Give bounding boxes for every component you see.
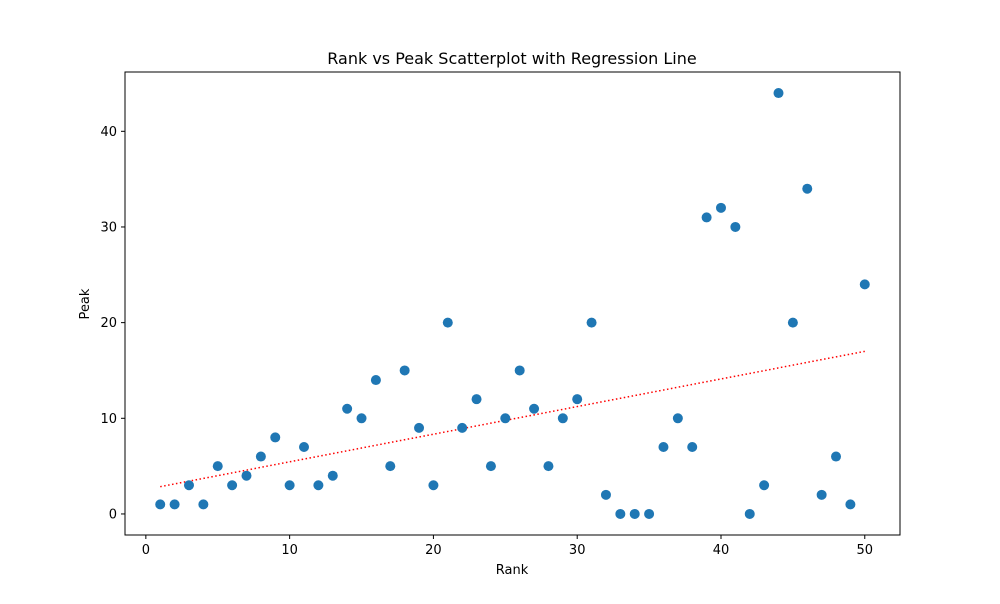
chart-title: Rank vs Peak Scatterplot with Regression… [327, 49, 696, 68]
data-point [342, 403, 353, 414]
data-point [701, 212, 712, 223]
data-point [658, 441, 669, 452]
data-point [370, 375, 381, 386]
data-point [385, 461, 396, 472]
x-tick-label: 20 [425, 543, 442, 558]
data-point [198, 499, 209, 510]
data-point [802, 183, 813, 194]
y-tick-label: 40 [100, 125, 117, 140]
data-point [183, 480, 194, 491]
data-point [255, 451, 266, 462]
data-point [543, 461, 554, 472]
data-point [399, 365, 410, 376]
x-axis-label: Rank [496, 563, 529, 578]
data-point [155, 499, 166, 510]
data-point [284, 480, 295, 491]
data-point [773, 88, 784, 99]
data-point [299, 441, 310, 452]
data-point [672, 413, 683, 424]
y-tick-label: 0 [109, 507, 117, 522]
data-point [500, 413, 511, 424]
data-point [471, 394, 482, 405]
data-point [557, 413, 568, 424]
data-point [787, 317, 798, 328]
y-tick-label: 30 [100, 220, 117, 235]
data-points [155, 88, 870, 519]
data-point [356, 413, 367, 424]
regression-line [160, 350, 865, 488]
data-point [313, 480, 324, 491]
data-point [485, 461, 496, 472]
x-axis-ticks: 0 10 20 30 40 50 [142, 535, 873, 558]
x-tick-label: 50 [856, 543, 873, 558]
data-point [845, 499, 856, 510]
data-point [572, 394, 583, 405]
data-point [442, 317, 453, 328]
data-point [644, 508, 655, 519]
data-point [212, 461, 223, 472]
data-point [227, 480, 238, 491]
data-point [816, 489, 827, 500]
data-point [687, 441, 698, 452]
x-tick-label: 30 [569, 543, 586, 558]
data-point [715, 202, 726, 213]
data-point [327, 470, 338, 481]
data-point [629, 508, 640, 519]
data-point [514, 365, 525, 376]
data-point [744, 508, 755, 519]
data-point [615, 508, 626, 519]
data-point [241, 470, 252, 481]
data-point [428, 480, 439, 491]
data-point [759, 480, 770, 491]
data-point [414, 422, 425, 433]
data-point [457, 422, 468, 433]
data-point [831, 451, 842, 462]
y-axis-ticks: 0 10 20 30 40 [100, 125, 125, 522]
y-axis-label: Peak [78, 288, 93, 319]
y-tick-label: 20 [100, 316, 117, 331]
plot-area-frame [124, 71, 901, 536]
x-tick-label: 0 [142, 543, 150, 558]
x-tick-label: 40 [713, 543, 730, 558]
data-point [859, 279, 870, 290]
x-tick-label: 10 [281, 543, 298, 558]
data-point [529, 403, 540, 414]
data-point [600, 489, 611, 500]
data-point [270, 432, 281, 443]
y-tick-label: 10 [100, 412, 117, 427]
data-point [169, 499, 180, 510]
data-point [586, 317, 597, 328]
data-point [730, 221, 741, 232]
